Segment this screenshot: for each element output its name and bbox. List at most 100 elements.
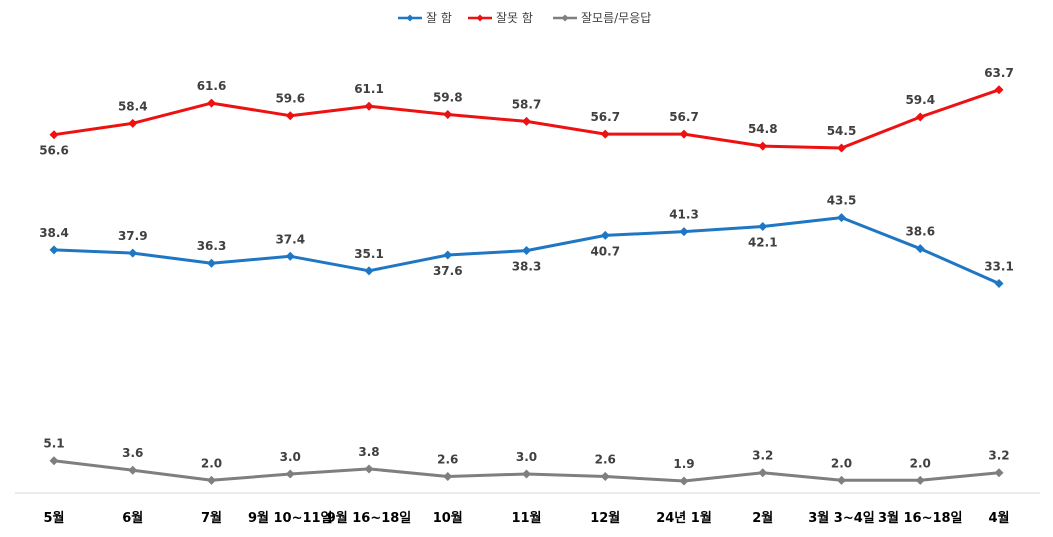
data-label: 2.6: [437, 453, 458, 467]
data-label: 61.1: [354, 82, 384, 96]
legend-item-잘-함: 잘 함: [398, 11, 452, 25]
data-label: 43.5: [827, 194, 857, 208]
data-point: [364, 266, 374, 276]
data-point: [679, 476, 689, 486]
data-label: 58.4: [118, 99, 148, 113]
series-layer: [49, 85, 1004, 486]
data-label: 56.7: [669, 110, 699, 124]
x-tick-label: 5월: [43, 510, 64, 526]
x-tick-label: 9월 16~18일: [327, 510, 412, 526]
data-label: 37.4: [275, 232, 305, 246]
data-point: [837, 213, 846, 223]
chart-legend: 잘 함 잘못 함 잘모름/무응답: [398, 11, 651, 25]
data-point: [758, 468, 768, 478]
data-label: 5.1: [43, 437, 64, 451]
legend-label: 잘 함: [426, 11, 452, 25]
data-point: [285, 111, 295, 121]
data-label: 2.0: [910, 456, 931, 470]
data-label: 38.4: [39, 226, 69, 240]
data-label: 56.6: [39, 144, 69, 158]
data-labels: 38.4 37.9 36.3 37.4 35.1 37.6 38.3 40.7 41.3 42.1…: [39, 66, 1014, 471]
data-label: 3.2: [752, 449, 773, 463]
data-point: [285, 251, 295, 261]
x-tick-label: 6월: [122, 510, 143, 526]
legend-marker: [476, 14, 484, 22]
data-point: [207, 98, 216, 108]
legend-item-잘못-함: 잘못 함: [468, 11, 533, 25]
data-point: [128, 465, 138, 475]
data-label: 1.9: [673, 457, 694, 471]
series-잘모름-무응답: [49, 456, 1004, 486]
data-point: [443, 109, 453, 119]
data-point: [994, 278, 1004, 288]
data-label: 54.5: [827, 124, 857, 138]
data-label: 58.7: [512, 97, 542, 111]
data-point: [837, 475, 846, 485]
data-label: 59.6: [275, 92, 305, 106]
x-tick-label: 7월: [201, 510, 222, 526]
data-label: 2.6: [595, 453, 616, 467]
data-point: [207, 475, 216, 485]
x-tick-label: 2월: [752, 510, 773, 526]
x-tick-label: 9월 10~11일: [248, 510, 333, 526]
data-label: 61.6: [197, 79, 227, 93]
x-tick-label: 11월: [511, 510, 541, 526]
data-point: [364, 464, 374, 474]
data-point: [600, 129, 610, 139]
data-label: 2.0: [831, 456, 852, 470]
data-label: 37.6: [433, 264, 463, 278]
data-point: [758, 141, 768, 151]
data-point: [443, 472, 453, 482]
data-label: 41.3: [669, 208, 699, 222]
data-point: [915, 475, 925, 485]
data-label: 63.7: [984, 66, 1014, 80]
x-tick-label: 3월 16~18일: [878, 510, 963, 526]
data-point: [49, 245, 59, 255]
x-tick-label: 3월 3~4일: [808, 510, 874, 526]
data-label: 36.3: [197, 239, 227, 253]
data-label: 3.2: [988, 449, 1009, 463]
legend-label: 잘못 함: [496, 11, 533, 25]
data-label: 54.8: [748, 122, 778, 136]
data-label: 2.0: [201, 456, 222, 470]
data-point: [837, 143, 846, 153]
data-label: 59.8: [433, 90, 463, 104]
data-label: 59.4: [905, 93, 935, 107]
data-point: [207, 258, 216, 268]
legend-item-잘모름-무응답: 잘모름/무응답: [553, 11, 651, 25]
series-잘못-함: [49, 85, 1004, 153]
data-point: [443, 250, 453, 260]
data-label: 3.0: [516, 450, 537, 464]
data-point: [758, 222, 768, 232]
data-point: [128, 118, 138, 128]
legend-marker: [561, 14, 569, 22]
data-label: 42.1: [748, 236, 778, 250]
data-label: 38.3: [512, 260, 542, 274]
data-point: [522, 469, 531, 479]
data-point: [679, 227, 689, 237]
x-tick-label: 4월: [988, 510, 1009, 526]
data-point: [915, 112, 925, 122]
data-point: [285, 469, 295, 479]
data-point: [994, 468, 1004, 478]
x-tick-label: 10월: [433, 510, 463, 526]
data-point: [522, 116, 531, 126]
data-point: [600, 230, 610, 240]
data-label: 40.7: [590, 244, 620, 258]
data-label: 35.1: [354, 247, 384, 261]
data-point: [679, 129, 689, 139]
legend-marker: [406, 14, 414, 22]
data-point: [994, 85, 1004, 95]
legend-label: 잘모름/무응답: [581, 11, 651, 25]
data-label: 33.1: [984, 259, 1014, 273]
data-label: 3.6: [122, 446, 143, 460]
data-label: 3.8: [358, 445, 379, 459]
data-label: 38.6: [905, 225, 935, 239]
data-point: [49, 456, 59, 466]
data-point: [915, 244, 925, 254]
data-label: 56.7: [590, 110, 620, 124]
data-label: 37.9: [118, 229, 148, 243]
data-point: [522, 246, 531, 256]
